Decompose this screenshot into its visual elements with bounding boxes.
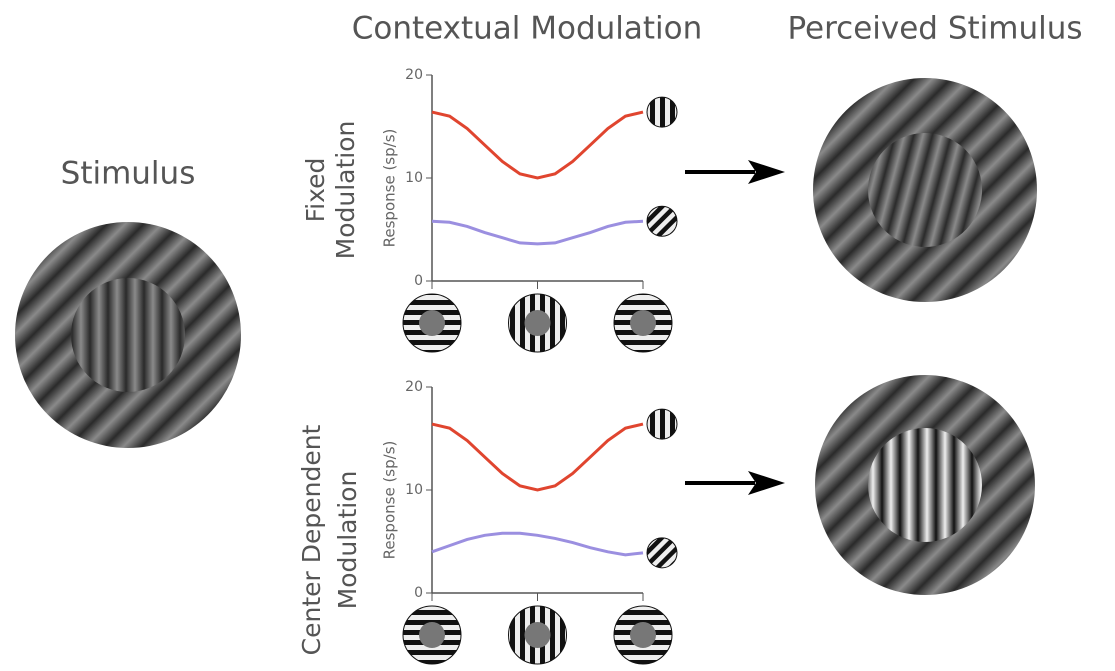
grating-icon	[509, 294, 567, 352]
grating	[647, 206, 677, 236]
grating-center	[630, 622, 656, 648]
row-label: Center Dependent	[297, 424, 326, 655]
grating-icon	[647, 97, 677, 127]
y-tick-label: 20	[405, 379, 423, 395]
y-tick-label: 10	[405, 482, 423, 498]
grating-center	[419, 310, 445, 336]
grating-center	[525, 310, 551, 336]
y-tick-label: 20	[405, 67, 423, 83]
grating-icon	[647, 206, 677, 236]
row-label: Modulation	[333, 471, 362, 610]
series-line	[432, 221, 643, 244]
title: Contextual Modulation	[352, 11, 703, 47]
grating-icon	[403, 606, 461, 664]
series-line	[432, 533, 643, 555]
grating-icon	[614, 294, 672, 352]
y-axis-label: Response (sp/s)	[381, 441, 399, 560]
perceived-image	[813, 78, 1037, 302]
y-tick-label: 10	[405, 170, 423, 186]
y-tick-label: 0	[414, 585, 423, 601]
y-axis-label: Response (sp/s)	[381, 129, 399, 248]
grating-icon	[509, 606, 567, 664]
title: Perceived Stimulus	[787, 11, 1082, 47]
grating-center	[419, 622, 445, 648]
grating-icon	[614, 606, 672, 664]
stimulus-image	[15, 222, 241, 448]
perceived-image	[815, 375, 1035, 595]
series-line	[432, 424, 643, 490]
grating-center	[630, 310, 656, 336]
grating	[647, 409, 677, 439]
grating-icon	[647, 538, 677, 568]
figure: Contextual Modulation Perceived Stimulus…	[0, 0, 1115, 671]
grating-icon	[403, 294, 461, 352]
y-tick-label: 0	[414, 273, 423, 289]
series-line	[432, 112, 643, 178]
grating-icon	[647, 409, 677, 439]
grating	[647, 538, 677, 568]
title: Stimulus	[61, 156, 196, 192]
row-label: Fixed	[301, 158, 330, 223]
arrow	[685, 160, 785, 495]
row-label: Modulation	[331, 121, 360, 260]
grating	[647, 97, 677, 127]
grating-center	[525, 622, 551, 648]
